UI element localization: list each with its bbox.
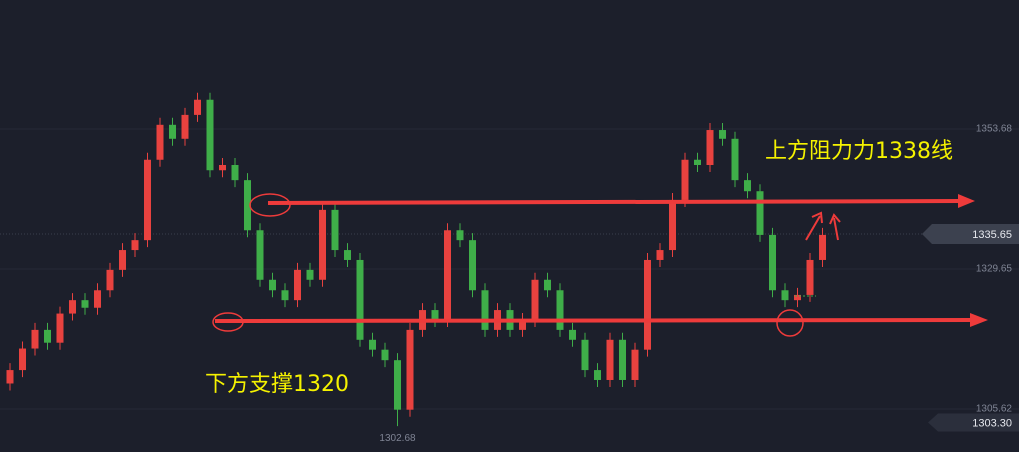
candle-body xyxy=(694,159,701,165)
candle-body xyxy=(244,180,251,231)
candle-body xyxy=(656,250,664,260)
y-tick-label: 1305.62 xyxy=(976,404,1013,415)
candle-body xyxy=(119,250,126,270)
candle-body xyxy=(769,234,776,291)
up-arrow xyxy=(829,213,841,225)
annotation: 下方支撑1320 xyxy=(205,372,349,397)
y-tick-label: 1353.68 xyxy=(976,124,1013,135)
price-axis: 1353.68 1329.65 1305.62 1335.65 1303.30 1302.… xyxy=(379,124,1019,444)
candle-body xyxy=(819,234,826,260)
candle-body xyxy=(794,294,801,301)
candle-body xyxy=(306,269,314,280)
candle-body xyxy=(406,329,414,410)
candle-body xyxy=(356,259,364,340)
circle-marker xyxy=(249,193,291,217)
candle-body xyxy=(544,279,551,291)
circle-marker xyxy=(212,312,244,332)
candle-body xyxy=(731,138,739,181)
candle-body xyxy=(644,259,651,350)
candle-body xyxy=(331,209,339,251)
candle-body xyxy=(44,329,51,343)
candle-body xyxy=(369,339,376,350)
candle-body xyxy=(31,329,39,349)
candle-body xyxy=(456,230,464,241)
candle-body xyxy=(381,349,389,361)
candle-body xyxy=(206,99,214,171)
candle-body xyxy=(81,300,89,308)
candle-body xyxy=(131,240,139,251)
candle-body xyxy=(431,310,439,320)
candle-body xyxy=(581,339,589,371)
candle-body xyxy=(719,130,726,139)
y-tick-label: 1329.65 xyxy=(976,264,1013,275)
candle-body xyxy=(706,130,714,165)
candle-body xyxy=(519,319,526,330)
candle-body xyxy=(94,290,101,308)
candle-body xyxy=(19,348,26,371)
candle-body xyxy=(469,240,476,291)
candle-body xyxy=(531,279,539,320)
candle-body xyxy=(806,259,814,295)
annotation: 上方阻力力1338线 xyxy=(765,139,953,164)
candle-body xyxy=(69,300,76,314)
up-arrow xyxy=(833,217,839,241)
candle-body xyxy=(319,209,326,280)
price-tag xyxy=(928,413,1019,432)
candle-body xyxy=(231,164,239,181)
candle-body xyxy=(744,180,751,192)
candle-body xyxy=(156,124,164,160)
up-arrow xyxy=(805,215,821,241)
candle-body xyxy=(606,339,614,380)
candle-body xyxy=(444,230,451,320)
candle-body xyxy=(6,370,14,384)
candle-body xyxy=(669,199,676,251)
last-price-label: 1335.65 xyxy=(972,229,1012,241)
candle-body xyxy=(56,313,64,343)
candle-body xyxy=(194,99,201,115)
arrow-head xyxy=(958,194,975,208)
candle-body xyxy=(619,339,626,380)
candle-body xyxy=(594,370,601,380)
candle-body xyxy=(394,360,401,410)
candle-body xyxy=(294,269,301,301)
marker-price-label: 1303.30 xyxy=(972,417,1012,429)
candle-body xyxy=(144,159,151,241)
resistance-line xyxy=(267,199,961,205)
candle-body xyxy=(481,290,489,330)
candle-body xyxy=(681,159,689,200)
candle-body xyxy=(281,290,289,301)
candle-body xyxy=(169,124,176,139)
circle-marker xyxy=(776,309,804,337)
candle-body xyxy=(556,290,564,330)
low-label: 1302.68 xyxy=(379,433,416,444)
candle-body xyxy=(219,164,226,171)
candle-body xyxy=(569,329,576,340)
up-arrow xyxy=(811,211,823,224)
candle-body xyxy=(256,230,264,280)
candle-body xyxy=(781,290,789,301)
candle-body xyxy=(344,250,351,260)
candle-body xyxy=(269,279,276,291)
drawings xyxy=(212,193,988,337)
price-tag xyxy=(922,224,1019,245)
candle-body xyxy=(756,191,764,235)
candle-body xyxy=(106,269,114,291)
arrow-head xyxy=(970,313,988,327)
candle-body xyxy=(181,114,189,139)
candle-body xyxy=(631,349,639,380)
support-line xyxy=(214,318,973,323)
